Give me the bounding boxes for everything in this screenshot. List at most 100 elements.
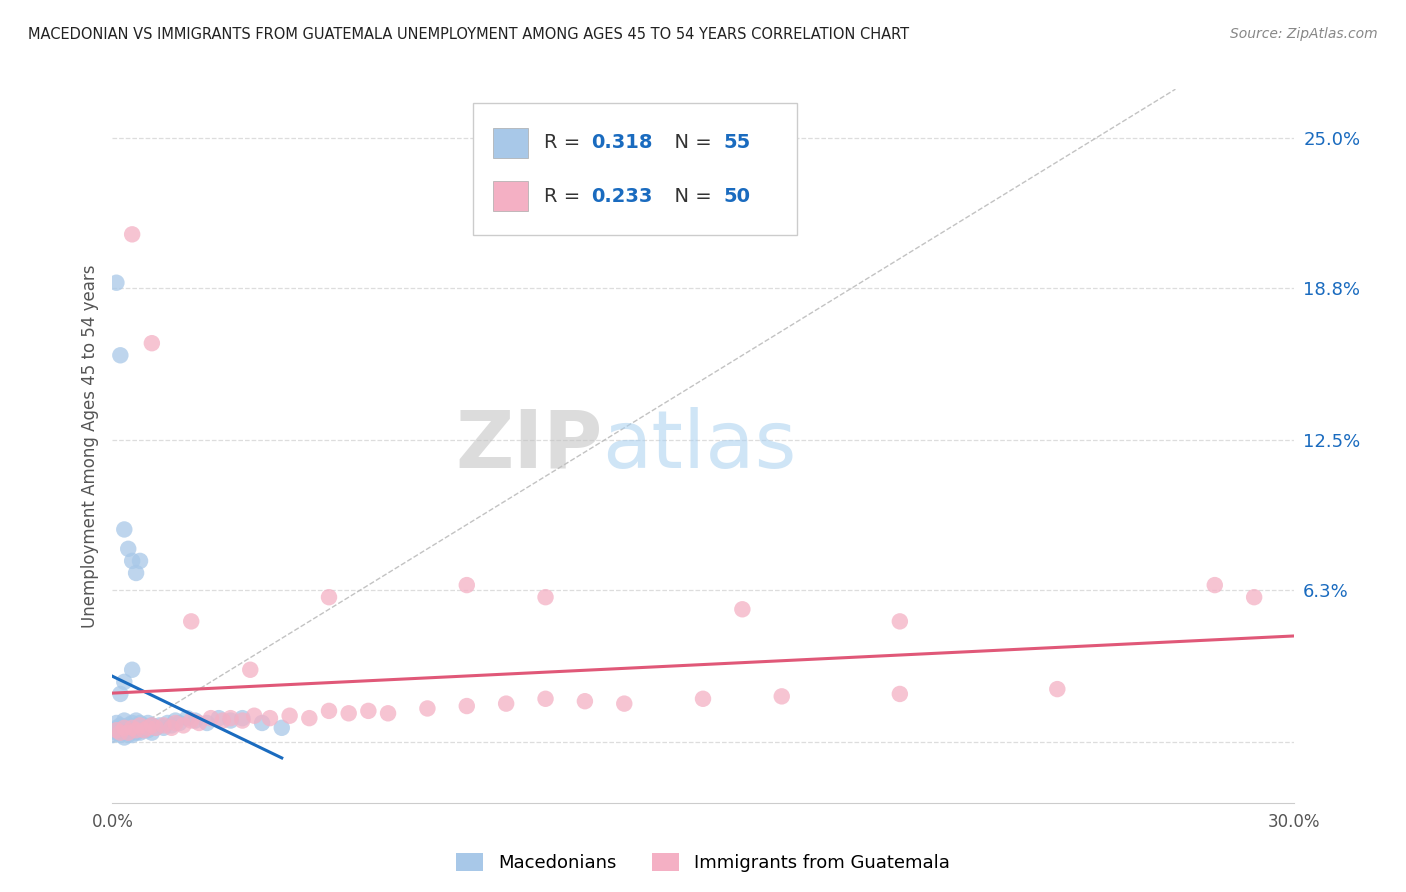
Text: 55: 55 (723, 133, 751, 153)
Text: MACEDONIAN VS IMMIGRANTS FROM GUATEMALA UNEMPLOYMENT AMONG AGES 45 TO 54 YEARS C: MACEDONIAN VS IMMIGRANTS FROM GUATEMALA … (28, 27, 910, 42)
Legend: Macedonians, Immigrants from Guatemala: Macedonians, Immigrants from Guatemala (449, 846, 957, 880)
Point (121, 728, 143, 742)
Point (243, 708, 266, 723)
Point (117, 728, 139, 742)
Point (125, 566, 148, 580)
Point (1046, 682, 1069, 697)
Point (208, 711, 231, 725)
Point (141, 718, 163, 732)
Point (180, 714, 202, 728)
Point (105, 725, 128, 739)
Text: ZIP: ZIP (456, 407, 603, 485)
Point (145, 721, 167, 735)
Point (132, 718, 155, 732)
Point (129, 725, 152, 739)
Text: N =: N = (662, 133, 717, 153)
Point (110, 723, 132, 738)
Text: 0.233: 0.233 (591, 186, 652, 206)
Point (160, 718, 183, 732)
Point (101, 728, 124, 742)
Point (136, 716, 159, 731)
Text: R =: R = (544, 133, 586, 153)
Point (112, 721, 135, 735)
Point (112, 725, 135, 739)
Point (112, 731, 135, 745)
Point (889, 687, 911, 701)
Text: Source: ZipAtlas.com: Source: ZipAtlas.com (1230, 27, 1378, 41)
Text: 0.318: 0.318 (591, 133, 652, 153)
Point (172, 718, 194, 732)
Point (105, 721, 128, 735)
Point (110, 725, 132, 739)
Point (239, 663, 262, 677)
FancyBboxPatch shape (492, 181, 529, 211)
Point (145, 721, 167, 735)
Point (318, 704, 340, 718)
Point (136, 721, 159, 735)
Point (188, 716, 211, 731)
Point (125, 723, 148, 738)
Point (534, 590, 557, 604)
Point (121, 723, 143, 738)
Point (160, 721, 183, 735)
Point (121, 721, 143, 735)
Point (129, 716, 152, 731)
Point (105, 723, 128, 738)
Point (121, 554, 143, 568)
Point (110, 718, 132, 732)
Point (110, 348, 132, 362)
Point (613, 697, 636, 711)
Point (456, 699, 478, 714)
Point (121, 227, 143, 242)
Point (152, 721, 174, 735)
Point (456, 578, 478, 592)
Point (125, 725, 148, 739)
Text: atlas: atlas (603, 407, 797, 485)
Point (110, 687, 132, 701)
Point (117, 541, 139, 556)
Point (129, 721, 152, 735)
Point (298, 711, 321, 725)
Point (132, 723, 155, 738)
Point (416, 701, 439, 715)
Point (156, 716, 179, 731)
Point (1243, 590, 1265, 604)
FancyBboxPatch shape (472, 103, 797, 235)
Point (141, 718, 163, 732)
Point (270, 721, 292, 735)
Point (377, 706, 399, 721)
Y-axis label: Unemployment Among Ages 45 to 54 years: Unemployment Among Ages 45 to 54 years (80, 264, 98, 628)
Point (105, 716, 128, 731)
Point (136, 723, 159, 738)
Text: R =: R = (544, 186, 586, 206)
Text: N =: N = (662, 186, 717, 206)
Point (112, 523, 135, 537)
Text: 50: 50 (723, 186, 749, 206)
Point (337, 706, 360, 721)
Point (219, 711, 242, 725)
Point (534, 691, 557, 706)
Point (101, 723, 124, 738)
Point (132, 723, 155, 738)
Point (117, 725, 139, 739)
Point (112, 674, 135, 689)
Point (117, 723, 139, 738)
Point (692, 691, 714, 706)
Point (117, 718, 139, 732)
Point (129, 718, 152, 732)
Point (121, 663, 143, 677)
Point (278, 708, 301, 723)
Point (211, 714, 233, 728)
Point (105, 276, 128, 290)
Point (731, 602, 754, 616)
Point (125, 721, 148, 735)
Point (125, 714, 148, 728)
Point (231, 711, 253, 725)
Point (574, 694, 596, 708)
Point (1204, 578, 1226, 592)
Point (770, 690, 793, 704)
Point (889, 615, 911, 629)
Point (112, 721, 135, 735)
Point (495, 697, 517, 711)
Point (259, 711, 281, 725)
